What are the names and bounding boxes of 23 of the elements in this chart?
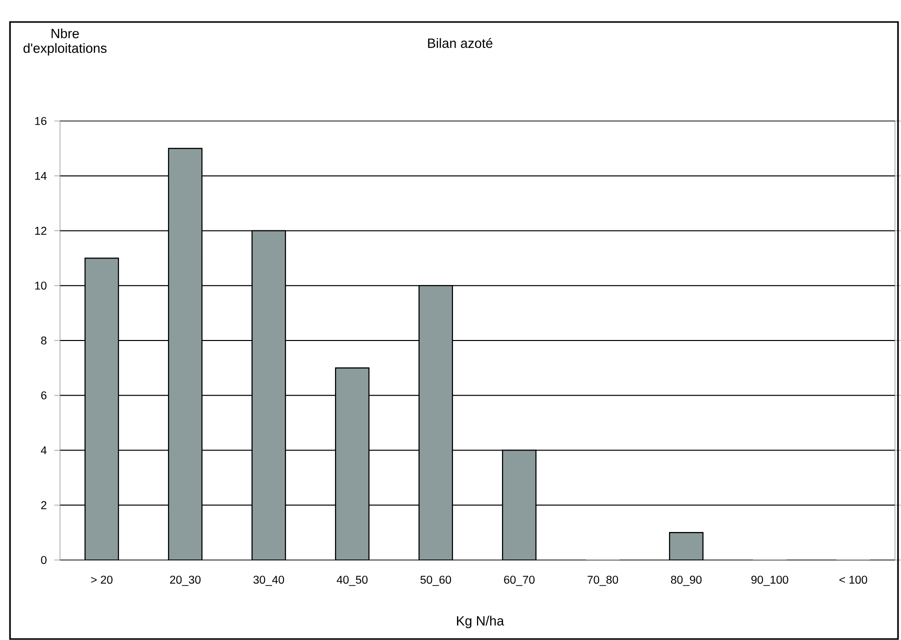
y-tick-label: 0: [41, 556, 46, 564]
x-tick-label: > 20: [91, 576, 112, 584]
x-tick-label: 70_80: [588, 576, 618, 586]
x-tick-label: 80_90: [671, 576, 702, 586]
y-tick-label: 2: [41, 501, 46, 510]
y-tick-label: 10: [35, 282, 46, 290]
y-tick-label: 16: [35, 116, 46, 126]
x-tick-label: 90_100: [751, 576, 788, 586]
x-tick-label: 60_70: [504, 576, 535, 586]
y-tick-label: 12: [35, 226, 46, 235]
y-axis-title: Nbre d'exploitations: [24, 28, 107, 56]
chart-title: Bilan azoté: [428, 38, 492, 48]
bar: [669, 532, 704, 560]
y-tick-label: 14: [35, 172, 47, 180]
x-tick-label: 20_30: [170, 576, 201, 586]
y-tick-label: 4: [40, 446, 47, 454]
x-axis-title: Kg N/ha: [457, 616, 504, 628]
y-tick-label: 8: [41, 336, 46, 345]
y-tick-label: 6: [41, 391, 46, 400]
x-tick-label: 40_50: [336, 576, 368, 586]
x-tick-label: < 100: [839, 576, 868, 584]
x-tick-label: 50_60: [420, 576, 452, 586]
x-tick-label: 30_40: [253, 576, 284, 586]
